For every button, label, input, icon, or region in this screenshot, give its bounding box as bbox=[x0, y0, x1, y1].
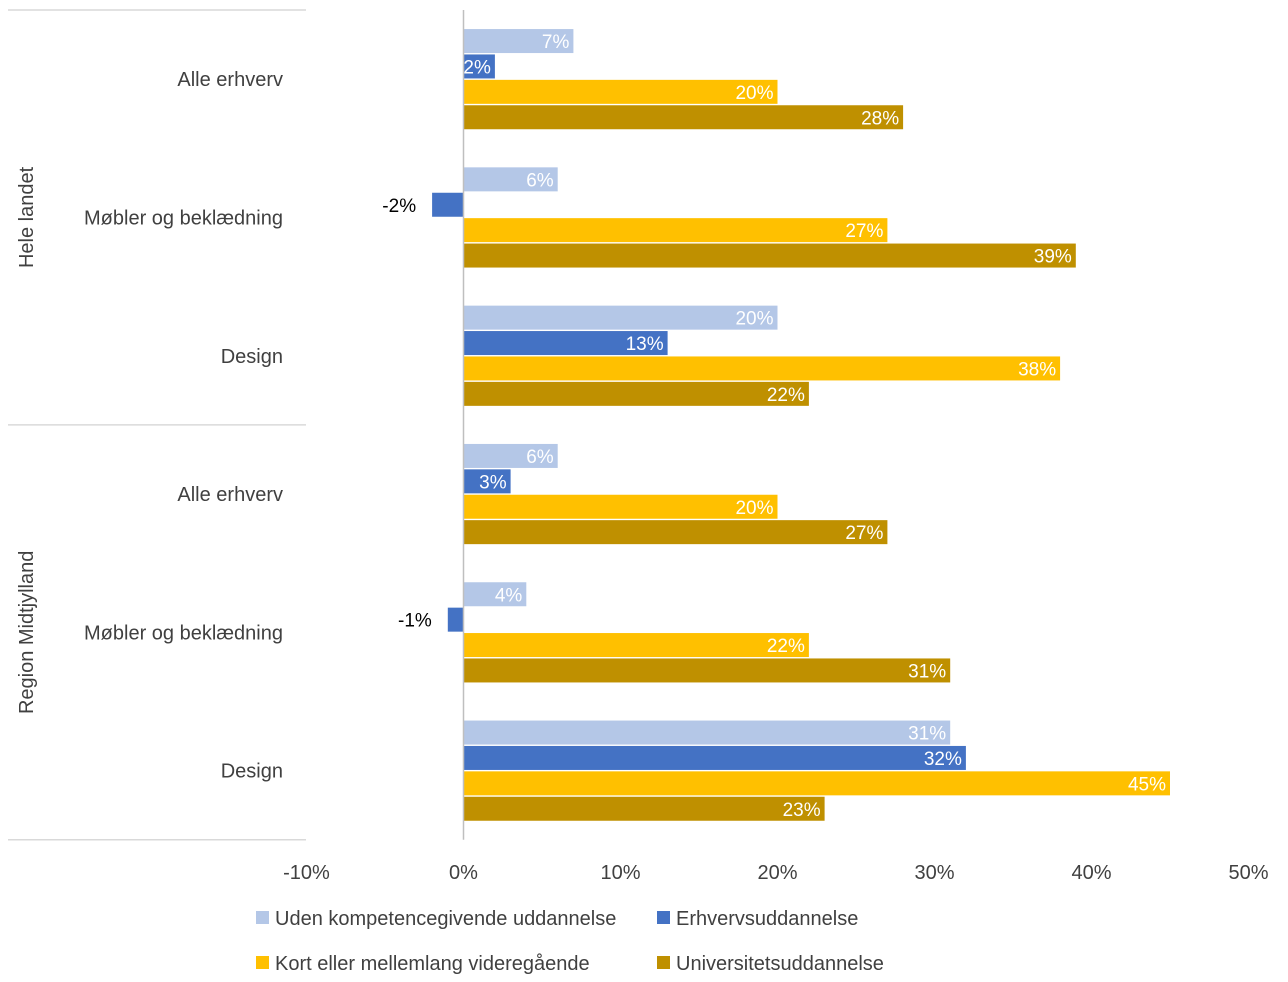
x-tick-label: 20% bbox=[757, 862, 797, 884]
category-label: Alle erhverv bbox=[177, 484, 283, 506]
legend-item: Universitetsuddannelse bbox=[657, 953, 884, 975]
bar bbox=[463, 469, 511, 494]
bar bbox=[463, 167, 558, 192]
legend-swatch bbox=[657, 956, 670, 969]
bar bbox=[463, 771, 1170, 796]
data-label: 6% bbox=[526, 447, 554, 468]
bar bbox=[463, 305, 778, 330]
legend-label: Universitetsuddannelse bbox=[676, 953, 884, 975]
x-tick-label: 30% bbox=[914, 862, 954, 884]
bar bbox=[463, 745, 966, 770]
bar bbox=[463, 582, 527, 607]
bar bbox=[463, 105, 904, 130]
legend-item: Kort eller mellemlang videregående bbox=[256, 953, 590, 975]
bar bbox=[463, 54, 495, 79]
data-label: 13% bbox=[626, 334, 664, 355]
data-label: 6% bbox=[526, 170, 554, 191]
x-tick-label: 50% bbox=[1228, 862, 1268, 884]
legend: Uden kompetencegivende uddannelse Erhverv… bbox=[256, 908, 884, 975]
data-label: 28% bbox=[861, 108, 899, 129]
data-label: 2% bbox=[463, 57, 491, 78]
data-label: -1% bbox=[398, 611, 432, 632]
data-label: 23% bbox=[783, 800, 821, 821]
group-label: Region Midtjylland bbox=[16, 551, 38, 714]
legend-swatch bbox=[657, 911, 670, 924]
legend-label: Erhvervsuddannelse bbox=[676, 908, 858, 930]
bar bbox=[463, 243, 1076, 268]
bar bbox=[463, 494, 778, 519]
category-label: Møbler og beklædning bbox=[84, 207, 283, 229]
data-label: 20% bbox=[735, 498, 773, 519]
data-label: 3% bbox=[479, 472, 507, 493]
bar bbox=[463, 356, 1061, 381]
x-tick-label: 10% bbox=[600, 862, 640, 884]
data-label: 7% bbox=[542, 32, 570, 53]
data-label: 22% bbox=[767, 385, 805, 406]
axes-layer bbox=[8, 9, 465, 841]
legend-swatch bbox=[256, 911, 269, 924]
data-label: 38% bbox=[1018, 359, 1056, 380]
legend-label: Kort eller mellemlang videregående bbox=[275, 953, 590, 975]
bar bbox=[463, 29, 574, 54]
category-label: Design bbox=[221, 761, 283, 783]
bar bbox=[463, 218, 888, 243]
bar bbox=[463, 520, 888, 545]
labels-layer: Alle erhverv 7% 2% 20% 28% Møbler og beklædni… bbox=[16, 32, 1269, 884]
legend-label: Uden kompetencegivende uddannelse bbox=[275, 908, 616, 930]
data-label: 45% bbox=[1128, 774, 1166, 795]
data-label: 27% bbox=[845, 523, 883, 544]
bar bbox=[463, 381, 809, 406]
legend-item: Erhvervsuddannelse bbox=[657, 908, 858, 930]
data-label: 20% bbox=[735, 309, 773, 330]
data-label: 31% bbox=[908, 724, 946, 745]
bar bbox=[463, 443, 558, 468]
x-tick-label: -10% bbox=[283, 862, 330, 884]
bar bbox=[447, 607, 464, 632]
category-label: Alle erhverv bbox=[177, 69, 283, 91]
legend-swatch bbox=[256, 956, 269, 969]
group-label: Hele landet bbox=[16, 166, 38, 268]
bar bbox=[463, 796, 825, 821]
category-label: Møbler og beklædning bbox=[84, 622, 283, 644]
data-label: -2% bbox=[382, 196, 416, 217]
legend-item: Uden kompetencegivende uddannelse bbox=[256, 908, 616, 930]
data-label: 31% bbox=[908, 661, 946, 682]
bar bbox=[463, 633, 809, 658]
data-label: 39% bbox=[1034, 247, 1072, 268]
bar bbox=[463, 79, 778, 104]
data-label: 32% bbox=[924, 749, 962, 770]
bar bbox=[463, 658, 951, 683]
bar bbox=[463, 720, 951, 745]
bar bbox=[432, 192, 464, 217]
x-tick-label: 0% bbox=[449, 862, 478, 884]
bars-layer bbox=[432, 29, 1170, 821]
category-label: Design bbox=[221, 346, 283, 368]
x-tick-label: 40% bbox=[1071, 862, 1111, 884]
data-label: 22% bbox=[767, 636, 805, 657]
data-label: 27% bbox=[845, 221, 883, 242]
bar bbox=[463, 331, 668, 356]
data-label: 4% bbox=[495, 585, 523, 606]
data-label: 20% bbox=[735, 83, 773, 104]
